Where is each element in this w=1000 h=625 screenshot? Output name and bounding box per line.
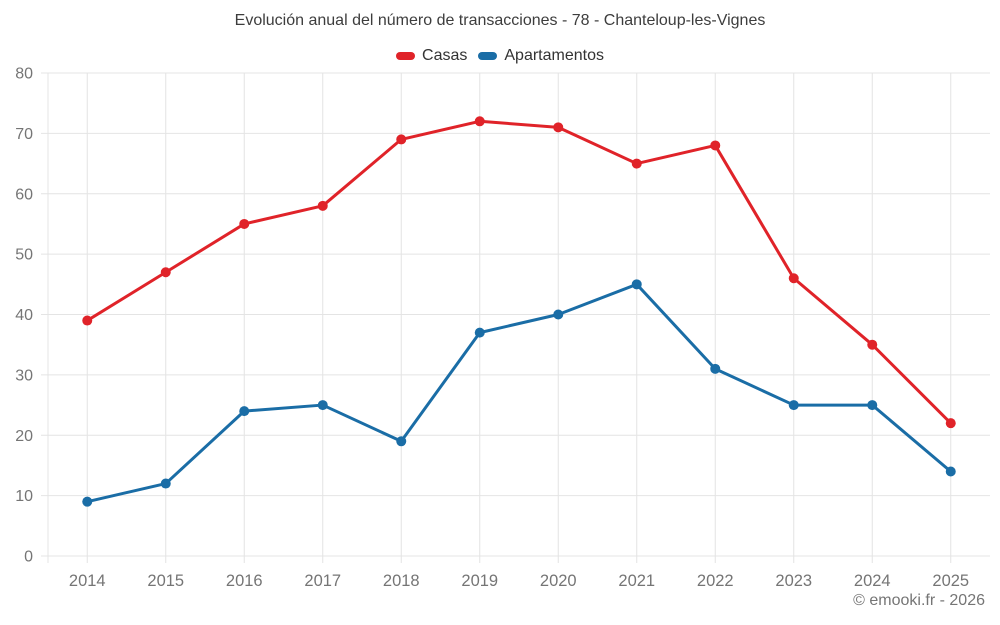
chart-title: Evolución anual del número de transaccio… bbox=[234, 12, 766, 29]
legend-label-casas: Casas bbox=[422, 47, 468, 64]
data-point-apartamentos-2025[interactable] bbox=[945, 466, 956, 477]
y-axis-tick-label: 10 bbox=[15, 488, 33, 505]
data-point-casas-2018[interactable] bbox=[396, 134, 407, 145]
data-point-apartamentos-2020[interactable] bbox=[553, 309, 564, 320]
data-point-apartamentos-2015[interactable] bbox=[160, 478, 171, 489]
x-axis-tick-label: 2018 bbox=[383, 572, 420, 590]
x-axis-tick-label: 2020 bbox=[540, 572, 577, 590]
x-axis-tick-label: 2015 bbox=[147, 572, 184, 590]
y-axis-tick-label: 60 bbox=[15, 186, 33, 203]
data-point-casas-2023[interactable] bbox=[788, 273, 799, 284]
x-axis-tick-label: 2019 bbox=[461, 572, 498, 590]
data-point-apartamentos-2017[interactable] bbox=[317, 400, 328, 411]
series-line-apartamentos bbox=[85, 282, 953, 504]
y-axis-tick-label: 40 bbox=[15, 307, 33, 324]
data-point-casas-2020[interactable] bbox=[553, 122, 564, 133]
y-axis-tick-label: 20 bbox=[15, 428, 33, 445]
copyright-footer: © emooki.fr - 2026 bbox=[853, 592, 985, 609]
data-point-casas-2024[interactable] bbox=[867, 339, 878, 350]
data-point-casas-2021[interactable] bbox=[631, 158, 642, 169]
data-point-casas-2016[interactable] bbox=[239, 218, 250, 229]
y-axis-tick-label: 0 bbox=[24, 549, 33, 566]
data-point-casas-2015[interactable] bbox=[160, 267, 171, 278]
x-axis-tick-label: 2017 bbox=[304, 572, 341, 590]
data-point-casas-2022[interactable] bbox=[710, 140, 721, 151]
x-axis-tick-label: 2024 bbox=[854, 572, 891, 590]
data-point-apartamentos-2014[interactable] bbox=[82, 496, 93, 507]
x-axis-tick-label: 2022 bbox=[697, 572, 734, 590]
legend: Casas Apartamentos bbox=[0, 47, 1000, 65]
data-point-casas-2019[interactable] bbox=[474, 116, 485, 127]
y-axis-tick-label: 70 bbox=[15, 126, 33, 143]
series-line-casas bbox=[85, 119, 953, 425]
y-axis-tick-label: 50 bbox=[15, 247, 33, 264]
data-point-apartamentos-2016[interactable] bbox=[239, 406, 250, 417]
legend-label-apartamentos: Apartamentos bbox=[504, 47, 604, 64]
y-axis-tick-label: 30 bbox=[15, 367, 33, 384]
data-point-casas-2014[interactable] bbox=[82, 315, 93, 326]
x-axis-tick-label: 2014 bbox=[69, 572, 106, 590]
legend-swatch-casas bbox=[396, 52, 416, 60]
legend-swatch-apartamentos bbox=[478, 52, 498, 60]
legend-item-apartamentos[interactable]: Apartamentos bbox=[478, 47, 604, 65]
x-axis-tick-label: 2016 bbox=[226, 572, 263, 590]
data-point-apartamentos-2023[interactable] bbox=[788, 400, 799, 411]
y-axis-tick-label: 80 bbox=[15, 66, 33, 83]
data-point-apartamentos-2019[interactable] bbox=[474, 327, 485, 338]
data-point-apartamentos-2021[interactable] bbox=[631, 279, 642, 290]
x-axis-tick-label: 2025 bbox=[932, 572, 969, 590]
x-axis-tick-label: 2021 bbox=[618, 572, 655, 590]
legend-item-casas[interactable]: Casas bbox=[396, 47, 467, 65]
data-point-apartamentos-2022[interactable] bbox=[710, 363, 721, 374]
data-point-apartamentos-2024[interactable] bbox=[867, 400, 878, 411]
x-axis-tick-label: 2023 bbox=[775, 572, 812, 590]
data-point-casas-2025[interactable] bbox=[945, 418, 956, 429]
data-point-casas-2017[interactable] bbox=[317, 200, 328, 211]
data-point-apartamentos-2018[interactable] bbox=[396, 436, 407, 447]
